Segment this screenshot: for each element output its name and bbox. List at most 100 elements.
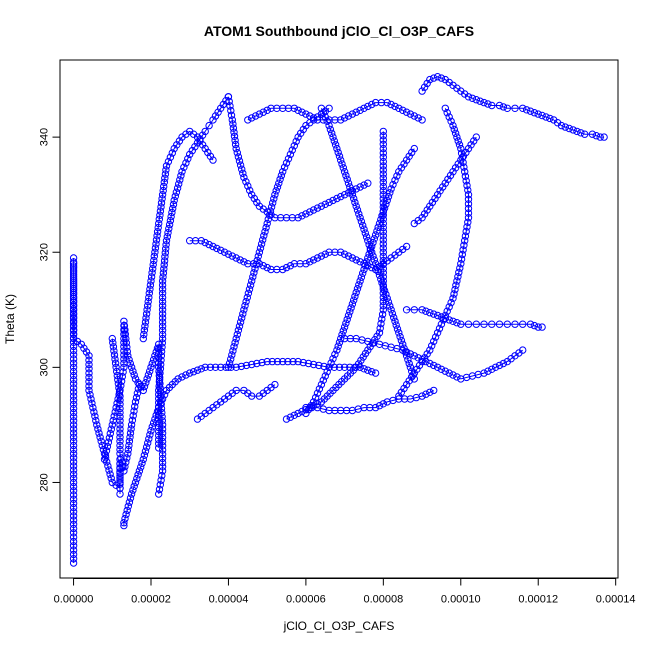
- data-point: [418, 87, 426, 95]
- data-point: [175, 137, 184, 145]
- data-point: [121, 330, 130, 338]
- plot-area: [69, 73, 608, 567]
- data-point: [428, 198, 437, 207]
- data-point: [459, 246, 467, 254]
- data-point: [364, 237, 372, 245]
- data-point: [100, 455, 109, 464]
- data-point: [142, 314, 150, 322]
- data-point: [155, 431, 163, 440]
- data-point: [135, 380, 144, 389]
- data-point: [282, 214, 291, 222]
- data-point: [488, 101, 496, 110]
- data-point: [151, 248, 159, 256]
- data-point: [371, 403, 380, 412]
- data-point: [379, 283, 387, 291]
- data-point: [155, 490, 163, 498]
- data-point: [252, 260, 260, 269]
- data-point: [418, 214, 426, 222]
- data-point: [170, 144, 178, 153]
- data-point: [449, 121, 457, 130]
- data-point: [444, 175, 452, 184]
- data-point: [149, 265, 157, 273]
- data-point: [69, 417, 78, 425]
- data-point: [319, 109, 327, 117]
- data-point: [379, 244, 387, 252]
- data-point: [201, 238, 209, 247]
- data-point: [255, 110, 264, 118]
- data-point: [462, 227, 470, 236]
- data-point: [337, 334, 345, 343]
- data-point: [379, 215, 387, 224]
- data-point: [124, 352, 132, 360]
- data-point: [209, 116, 217, 124]
- data-point: [366, 403, 374, 412]
- data-point: [230, 343, 238, 351]
- data-point: [375, 219, 384, 228]
- data-point: [155, 419, 163, 427]
- data-point: [279, 168, 287, 176]
- data-point: [69, 290, 78, 298]
- data-point: [116, 417, 124, 425]
- data-point: [158, 454, 167, 463]
- data-point: [251, 112, 260, 120]
- data-point: [534, 323, 542, 331]
- data-point: [109, 339, 117, 347]
- data-point: [573, 127, 581, 136]
- data-point: [89, 403, 97, 412]
- data-point: [418, 392, 426, 400]
- data-point: [107, 474, 115, 482]
- data-point: [327, 359, 335, 367]
- data-point: [122, 334, 130, 343]
- data-point: [262, 223, 270, 232]
- data-point: [437, 365, 446, 373]
- data-point: [152, 236, 161, 244]
- data-point: [239, 310, 247, 318]
- data-point: [120, 321, 129, 330]
- data-point: [273, 357, 282, 366]
- y-tick-label: 300: [39, 358, 51, 376]
- data-point: [290, 260, 298, 268]
- data-point: [146, 281, 155, 289]
- data-point: [348, 300, 357, 308]
- data-point: [160, 257, 169, 265]
- data-point: [350, 296, 358, 304]
- data-point: [156, 365, 165, 373]
- data-point: [387, 306, 395, 314]
- data-point: [163, 233, 172, 241]
- data-point: [315, 385, 324, 393]
- data-point: [69, 376, 78, 384]
- data-point: [484, 367, 492, 375]
- data-point: [69, 408, 78, 417]
- data-point: [352, 288, 360, 297]
- data-point: [108, 421, 117, 429]
- data-point: [69, 396, 78, 404]
- data-point: [69, 322, 78, 331]
- data-point: [364, 262, 372, 270]
- data-point: [137, 382, 145, 391]
- data-point: [488, 320, 496, 328]
- data-point: [112, 363, 120, 371]
- data-point: [325, 121, 333, 130]
- data-point: [371, 369, 380, 377]
- data-point: [259, 262, 267, 270]
- data-point: [423, 206, 431, 214]
- data-point: [191, 237, 200, 245]
- data-point: [155, 382, 163, 390]
- data-point: [346, 183, 354, 191]
- data-point: [393, 172, 401, 180]
- data-point: [458, 250, 466, 259]
- data-point: [235, 322, 244, 330]
- series-line: [421, 76, 605, 138]
- data-point: [242, 297, 250, 306]
- data-point: [201, 144, 209, 153]
- data-point: [176, 176, 184, 184]
- data-point: [441, 367, 449, 375]
- data-point: [393, 325, 402, 333]
- data-point: [156, 373, 164, 382]
- data-point: [193, 366, 202, 374]
- data-point: [362, 233, 371, 241]
- data-point: [340, 191, 349, 199]
- data-point: [69, 380, 78, 388]
- data-point: [294, 357, 302, 366]
- data-point: [69, 413, 78, 421]
